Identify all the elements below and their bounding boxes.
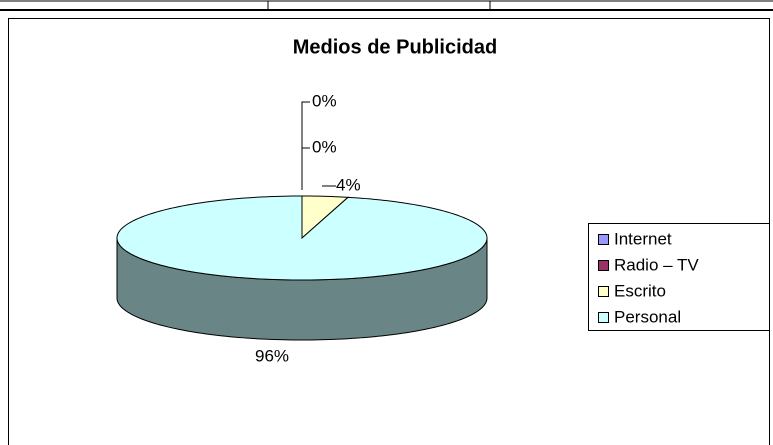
legend-label: Radio – TV [614,255,699,274]
pie-slice [116,195,488,281]
legend-label: Internet [614,229,672,248]
leader-line [301,101,336,190]
data-label: 4% [336,175,361,194]
legend-swatch [598,234,609,245]
legend-label: Personal [614,307,681,326]
legend-box [588,223,770,331]
legend-swatch [598,286,609,297]
data-label: 96% [255,346,289,365]
legend-swatch [598,260,609,271]
data-label: 0% [312,91,337,110]
data-label: 0% [312,137,337,156]
legend-swatch [598,312,609,323]
chart-title: Medios de Publicidad [293,36,497,58]
legend-label: Escrito [614,281,666,300]
